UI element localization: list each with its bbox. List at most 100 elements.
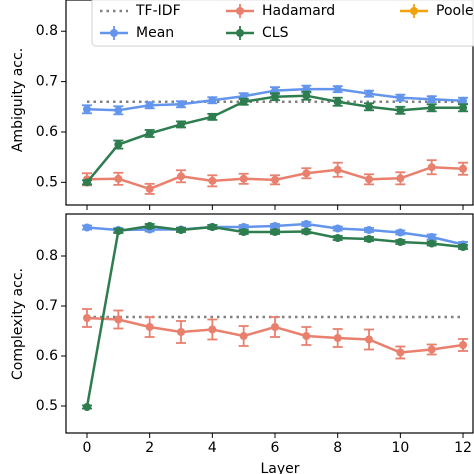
- point: [365, 175, 374, 184]
- legend-handle: [110, 29, 118, 37]
- point: [208, 96, 217, 105]
- legend-handle: [236, 7, 244, 15]
- y-tick-label: 0.6: [36, 348, 58, 364]
- legend-label: Pooler: [436, 3, 474, 19]
- point: [396, 174, 405, 183]
- point: [396, 106, 405, 115]
- y-tick-label: 0.8: [36, 248, 58, 264]
- point: [302, 169, 311, 178]
- point: [208, 112, 217, 121]
- point: [302, 91, 311, 100]
- x-tick-label: 4: [208, 440, 217, 456]
- legend-handle: [410, 7, 418, 15]
- point: [302, 220, 311, 228]
- point: [114, 140, 123, 149]
- point: [145, 323, 154, 331]
- point: [365, 235, 374, 243]
- point: [177, 328, 186, 336]
- series-line: [86, 94, 464, 184]
- point: [208, 223, 217, 231]
- point: [396, 93, 405, 102]
- point: [239, 332, 248, 340]
- point: [333, 234, 342, 242]
- point: [145, 222, 154, 230]
- x-tick-label: 0: [83, 440, 92, 456]
- point: [177, 226, 186, 234]
- point: [333, 224, 342, 233]
- legend-label: CLS: [262, 25, 289, 41]
- point: [239, 97, 248, 106]
- y-tick-label: 0.5: [36, 174, 58, 190]
- point: [396, 238, 405, 246]
- point: [271, 323, 280, 331]
- y-tick-label: 0.5: [36, 398, 58, 414]
- point: [82, 314, 91, 322]
- point: [177, 120, 186, 129]
- point: [177, 172, 186, 181]
- point: [396, 348, 405, 357]
- x-tick-label: 2: [145, 440, 154, 456]
- point: [145, 184, 154, 193]
- x-axis-label: Layer: [260, 461, 299, 474]
- point: [114, 227, 123, 235]
- point: [145, 101, 154, 110]
- point: [365, 89, 374, 98]
- y-tick-label: 0.7: [36, 298, 58, 314]
- point: [333, 85, 342, 94]
- point: [208, 325, 217, 334]
- point: [459, 243, 468, 251]
- x-tick-label: 10: [391, 440, 409, 456]
- point: [427, 233, 436, 241]
- point: [239, 174, 248, 183]
- point: [271, 175, 280, 184]
- point: [333, 97, 342, 106]
- point: [427, 95, 436, 104]
- legend-label: Hadamard: [262, 3, 335, 19]
- y-axis-label: Complexity acc.: [10, 268, 26, 380]
- legend-label: TF-IDF: [135, 3, 181, 19]
- point: [114, 106, 123, 115]
- point: [459, 341, 468, 349]
- point: [365, 102, 374, 111]
- legend-box: [91, 0, 474, 47]
- point: [82, 105, 91, 114]
- point: [114, 315, 123, 324]
- point: [365, 226, 374, 234]
- legend-label: Mean: [136, 25, 174, 41]
- point: [114, 174, 123, 183]
- point: [302, 332, 311, 340]
- y-axis-label: Ambiguity acc.: [10, 48, 26, 152]
- point: [208, 176, 217, 185]
- point: [271, 222, 280, 230]
- point: [333, 334, 342, 342]
- point: [459, 96, 468, 105]
- point: [145, 129, 154, 138]
- y-tick-label: 0.8: [36, 23, 58, 39]
- point: [82, 403, 91, 411]
- x-tick-label: 12: [454, 440, 472, 456]
- point: [459, 103, 468, 112]
- point: [459, 164, 468, 173]
- point: [302, 227, 311, 236]
- point: [427, 103, 436, 112]
- point: [271, 228, 280, 236]
- point: [365, 335, 374, 344]
- point: [427, 239, 436, 248]
- y-tick-label: 0.7: [36, 74, 58, 90]
- point: [427, 163, 436, 172]
- point: [82, 223, 91, 232]
- x-tick-label: 8: [333, 440, 342, 456]
- point: [271, 92, 280, 101]
- point: [82, 178, 91, 187]
- point: [427, 345, 436, 354]
- point: [177, 100, 186, 109]
- axes-frame: [65, 0, 474, 206]
- point: [333, 165, 342, 174]
- point: [396, 228, 405, 237]
- axes-frame: [65, 213, 474, 434]
- legend-handle: [236, 29, 244, 37]
- x-tick-label: 6: [271, 440, 280, 456]
- point: [239, 228, 248, 236]
- y-tick-label: 0.6: [36, 124, 58, 140]
